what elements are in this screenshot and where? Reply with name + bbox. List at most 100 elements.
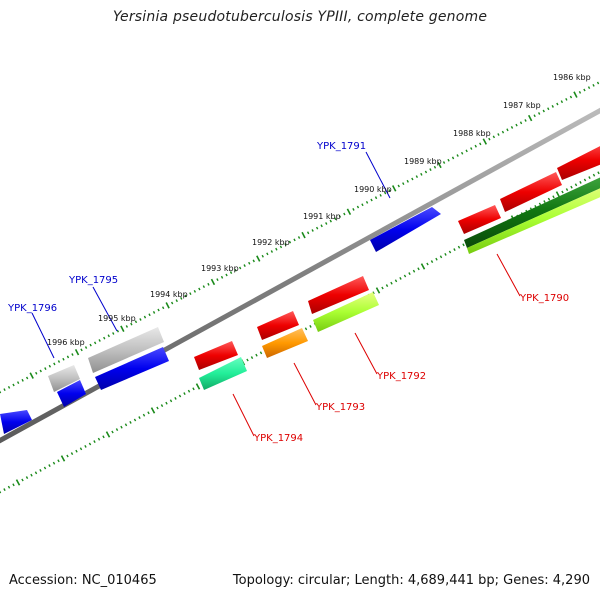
minor-tick (506, 128, 509, 132)
minor-tick (180, 296, 183, 300)
gene-red-2[interactable] (257, 311, 299, 340)
minor-tick (547, 107, 550, 111)
minor-tick (560, 100, 564, 104)
minor-tick (442, 161, 446, 164)
kbp-label: 1993 kbp (201, 264, 239, 273)
minor-tick (411, 177, 414, 181)
leader-ypk-1790 (496, 253, 521, 297)
minor-tick (35, 371, 38, 375)
minor-tick (288, 240, 292, 244)
gene-red-6[interactable] (557, 140, 600, 180)
gene-grey-1[interactable] (48, 365, 80, 392)
minor-tick (216, 278, 219, 282)
minor-tick (501, 130, 505, 134)
gene-ypk-1796[interactable] (0, 410, 32, 434)
minor-tick (25, 376, 29, 380)
minor-tick (435, 257, 438, 261)
minor-tick (565, 188, 569, 192)
minor-tick (70, 452, 74, 456)
minor-tick (250, 356, 254, 360)
minor-tick (403, 274, 407, 278)
leader-ypk-1791 (365, 151, 391, 199)
minor-tick (470, 147, 473, 150)
minor-tick (439, 255, 443, 259)
minor-tick (542, 109, 545, 113)
kbp-label: 1994 kbp (150, 290, 188, 299)
minor-tick (165, 401, 168, 405)
gene-blue-long[interactable] (95, 347, 169, 390)
gene-dark-green[interactable] (464, 172, 600, 248)
minor-tick (66, 454, 69, 458)
minor-tick (80, 348, 83, 352)
kbp-label: 1989 kbp (404, 157, 442, 166)
minor-tick (93, 341, 97, 345)
minor-tick (252, 259, 255, 263)
gene-ypk-1795-fragment[interactable] (57, 380, 86, 407)
minor-tick (170, 301, 174, 305)
minor-tick (510, 126, 514, 129)
label-ypk-1796: YPK_1796 (7, 303, 57, 314)
minor-tick (124, 423, 128, 427)
major-tick (391, 185, 397, 192)
minor-tick (202, 285, 206, 289)
minor-tick (266, 252, 269, 256)
minor-tick (97, 437, 101, 441)
minor-tick (447, 158, 450, 162)
major-tick (195, 383, 201, 390)
minor-tick (592, 83, 595, 87)
minor-tick (234, 268, 237, 272)
minor-tick (57, 360, 61, 363)
minor-tick (356, 205, 360, 209)
gene-red-1[interactable] (194, 341, 238, 370)
minor-tick (460, 151, 464, 155)
major-tick (256, 255, 261, 262)
minor-tick (457, 245, 461, 249)
minor-tick (243, 264, 246, 268)
accession-text: Accession: NC_010465 (9, 573, 157, 588)
gene-grey-2[interactable] (88, 327, 164, 373)
minor-tick (238, 266, 242, 270)
major-tick (150, 407, 156, 414)
minor-tick (43, 466, 47, 470)
minor-tick (178, 394, 182, 398)
minor-tick (430, 260, 434, 264)
gene-ypk-1792[interactable] (313, 292, 379, 332)
minor-tick (21, 478, 24, 482)
minor-tick (129, 420, 132, 424)
gene-ypk-1794[interactable] (199, 357, 247, 390)
major-tick (120, 325, 125, 332)
minor-tick (261, 254, 264, 258)
minor-tick (157, 308, 160, 312)
minor-tick (147, 411, 150, 415)
gene-ypk-1791[interactable] (370, 207, 441, 252)
minor-tick (111, 430, 114, 434)
minor-tick (394, 279, 398, 283)
minor-tick (93, 440, 96, 444)
gene-ypk-1793[interactable] (262, 328, 308, 358)
minor-tick (255, 353, 258, 357)
kbp-label: 1987 kbp (503, 101, 541, 110)
minor-tick (125, 325, 129, 328)
minor-tick (116, 329, 120, 333)
gene-ypk-1790[interactable] (467, 183, 600, 254)
minor-tick (334, 217, 337, 221)
gene-red-4[interactable] (458, 205, 501, 234)
minor-tick (397, 184, 400, 188)
genome-backbone (0, 107, 600, 444)
minor-tick (84, 346, 88, 349)
gene-red-5[interactable] (500, 172, 562, 212)
gene-red-3[interactable] (308, 276, 369, 314)
minor-tick (451, 156, 455, 160)
minor-tick (169, 399, 173, 403)
minor-tick (75, 449, 78, 453)
minor-tick (474, 144, 477, 148)
major-tick (15, 479, 21, 486)
label-ypk-1792: YPK_1792 (376, 371, 426, 382)
minor-tick (0, 490, 2, 494)
major-tick (74, 349, 80, 356)
minor-tick (453, 248, 456, 252)
leader-ypk-1793 (293, 362, 317, 406)
minor-tick (174, 396, 177, 400)
minor-tick (160, 404, 164, 408)
